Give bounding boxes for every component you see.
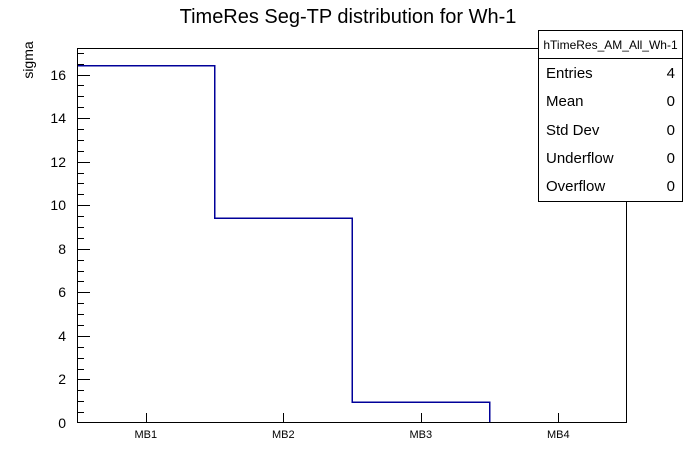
y-tick-label: 8: [58, 240, 66, 257]
stats-row: Mean 0: [539, 87, 682, 115]
stats-row-value: 0: [666, 93, 675, 111]
frame-border: [77, 48, 627, 423]
y-tick-label: 6: [58, 284, 66, 301]
stats-row-value: 4: [666, 64, 675, 82]
x-tick-label: MB2: [271, 429, 295, 441]
y-tick-label: 2: [58, 371, 66, 388]
x-tick-label: MB4: [546, 429, 570, 441]
stats-row-value: 0: [666, 178, 675, 196]
y-tick-label: 16: [50, 66, 66, 83]
y-tick-label: 14: [50, 110, 66, 127]
histogram-step-line: [77, 65, 627, 423]
stats-row-label: Std Dev: [546, 121, 600, 139]
plot-frame: [77, 48, 627, 423]
stats-row-value: 0: [666, 149, 675, 167]
stats-title: hTimeRes_AM_All_Wh-1: [539, 31, 682, 59]
stats-row-value: 0: [666, 121, 675, 139]
stats-row-label: Entries: [546, 64, 593, 82]
stats-row-label: Overflow: [546, 178, 606, 196]
y-tick-label: 4: [58, 327, 66, 344]
x-tick-label: MB3: [409, 429, 433, 441]
stats-row: Underflow 0: [539, 144, 682, 172]
histogram-plot: [77, 48, 627, 423]
stats-box: hTimeRes_AM_All_Wh-1 Entries 4 Mean 0 Std De…: [538, 30, 683, 202]
stats-row-label: Underflow: [546, 149, 614, 167]
stats-row: Overflow 0: [539, 173, 682, 201]
stats-row: Entries 4: [539, 59, 682, 87]
x-tick-label: MB1: [134, 429, 158, 441]
y-tick-label: 12: [50, 153, 66, 170]
stats-row-label: Mean: [546, 93, 584, 111]
y-tick-label: 10: [50, 197, 66, 214]
chart-title: TimeRes Seg-TP distribution for Wh-1: [179, 6, 517, 28]
stats-row: Std Dev 0: [539, 116, 682, 144]
y-tick-label: 0: [58, 415, 66, 431]
stats-rows: Entries 4 Mean 0 Std Dev 0 Underflow 0 Overflow 0: [539, 59, 682, 201]
